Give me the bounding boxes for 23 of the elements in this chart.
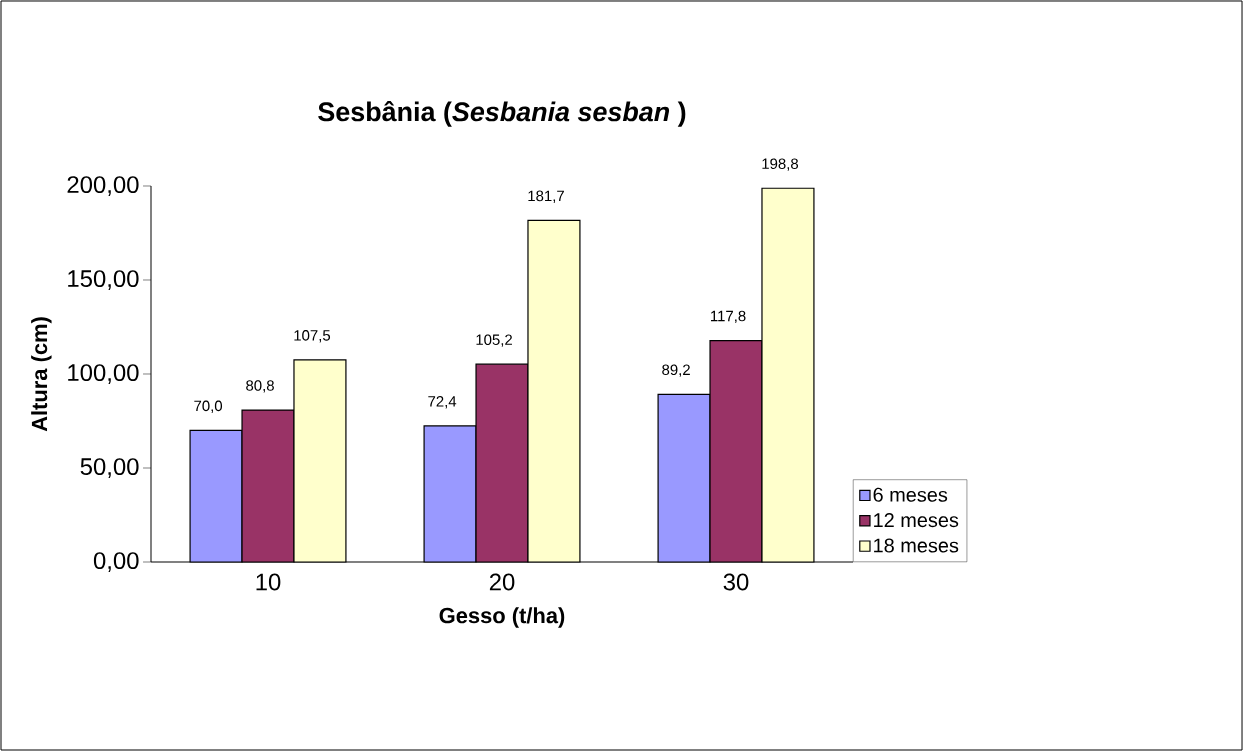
data-label: 105,2 [476,334,512,347]
y-tick-label: 50,00 [80,458,139,478]
x-tick-label: 10 [256,573,281,591]
data-label: 70,0 [194,400,223,413]
y-tick-label: 100,00 [68,364,139,384]
legend-label: 12 meses [874,513,959,528]
legend-label: 18 meses [874,538,959,553]
data-label: 107,5 [294,330,331,343]
data-label: 89,2 [662,364,690,377]
chart-title: Sesbânia (Sesbania sesban ) [318,101,686,127]
data-label: 117,8 [711,310,746,324]
data-label: 80,8 [246,380,274,393]
y-tick-label: 0,00 [93,552,139,572]
data-label: 198,8 [762,158,799,171]
y-axis-title: Altura (cm) [31,317,52,432]
y-tick-label: 150,00 [68,270,139,290]
x-axis-title: Gesso (t/ha) [439,607,565,628]
data-label: 181,7 [528,190,564,203]
legend-label: 6 meses [873,487,948,502]
y-tick-label: 200,00 [67,176,139,196]
x-tick-label: 30 [723,573,749,591]
data-label: 72,4 [428,396,457,409]
x-tick-label: 20 [489,573,515,591]
